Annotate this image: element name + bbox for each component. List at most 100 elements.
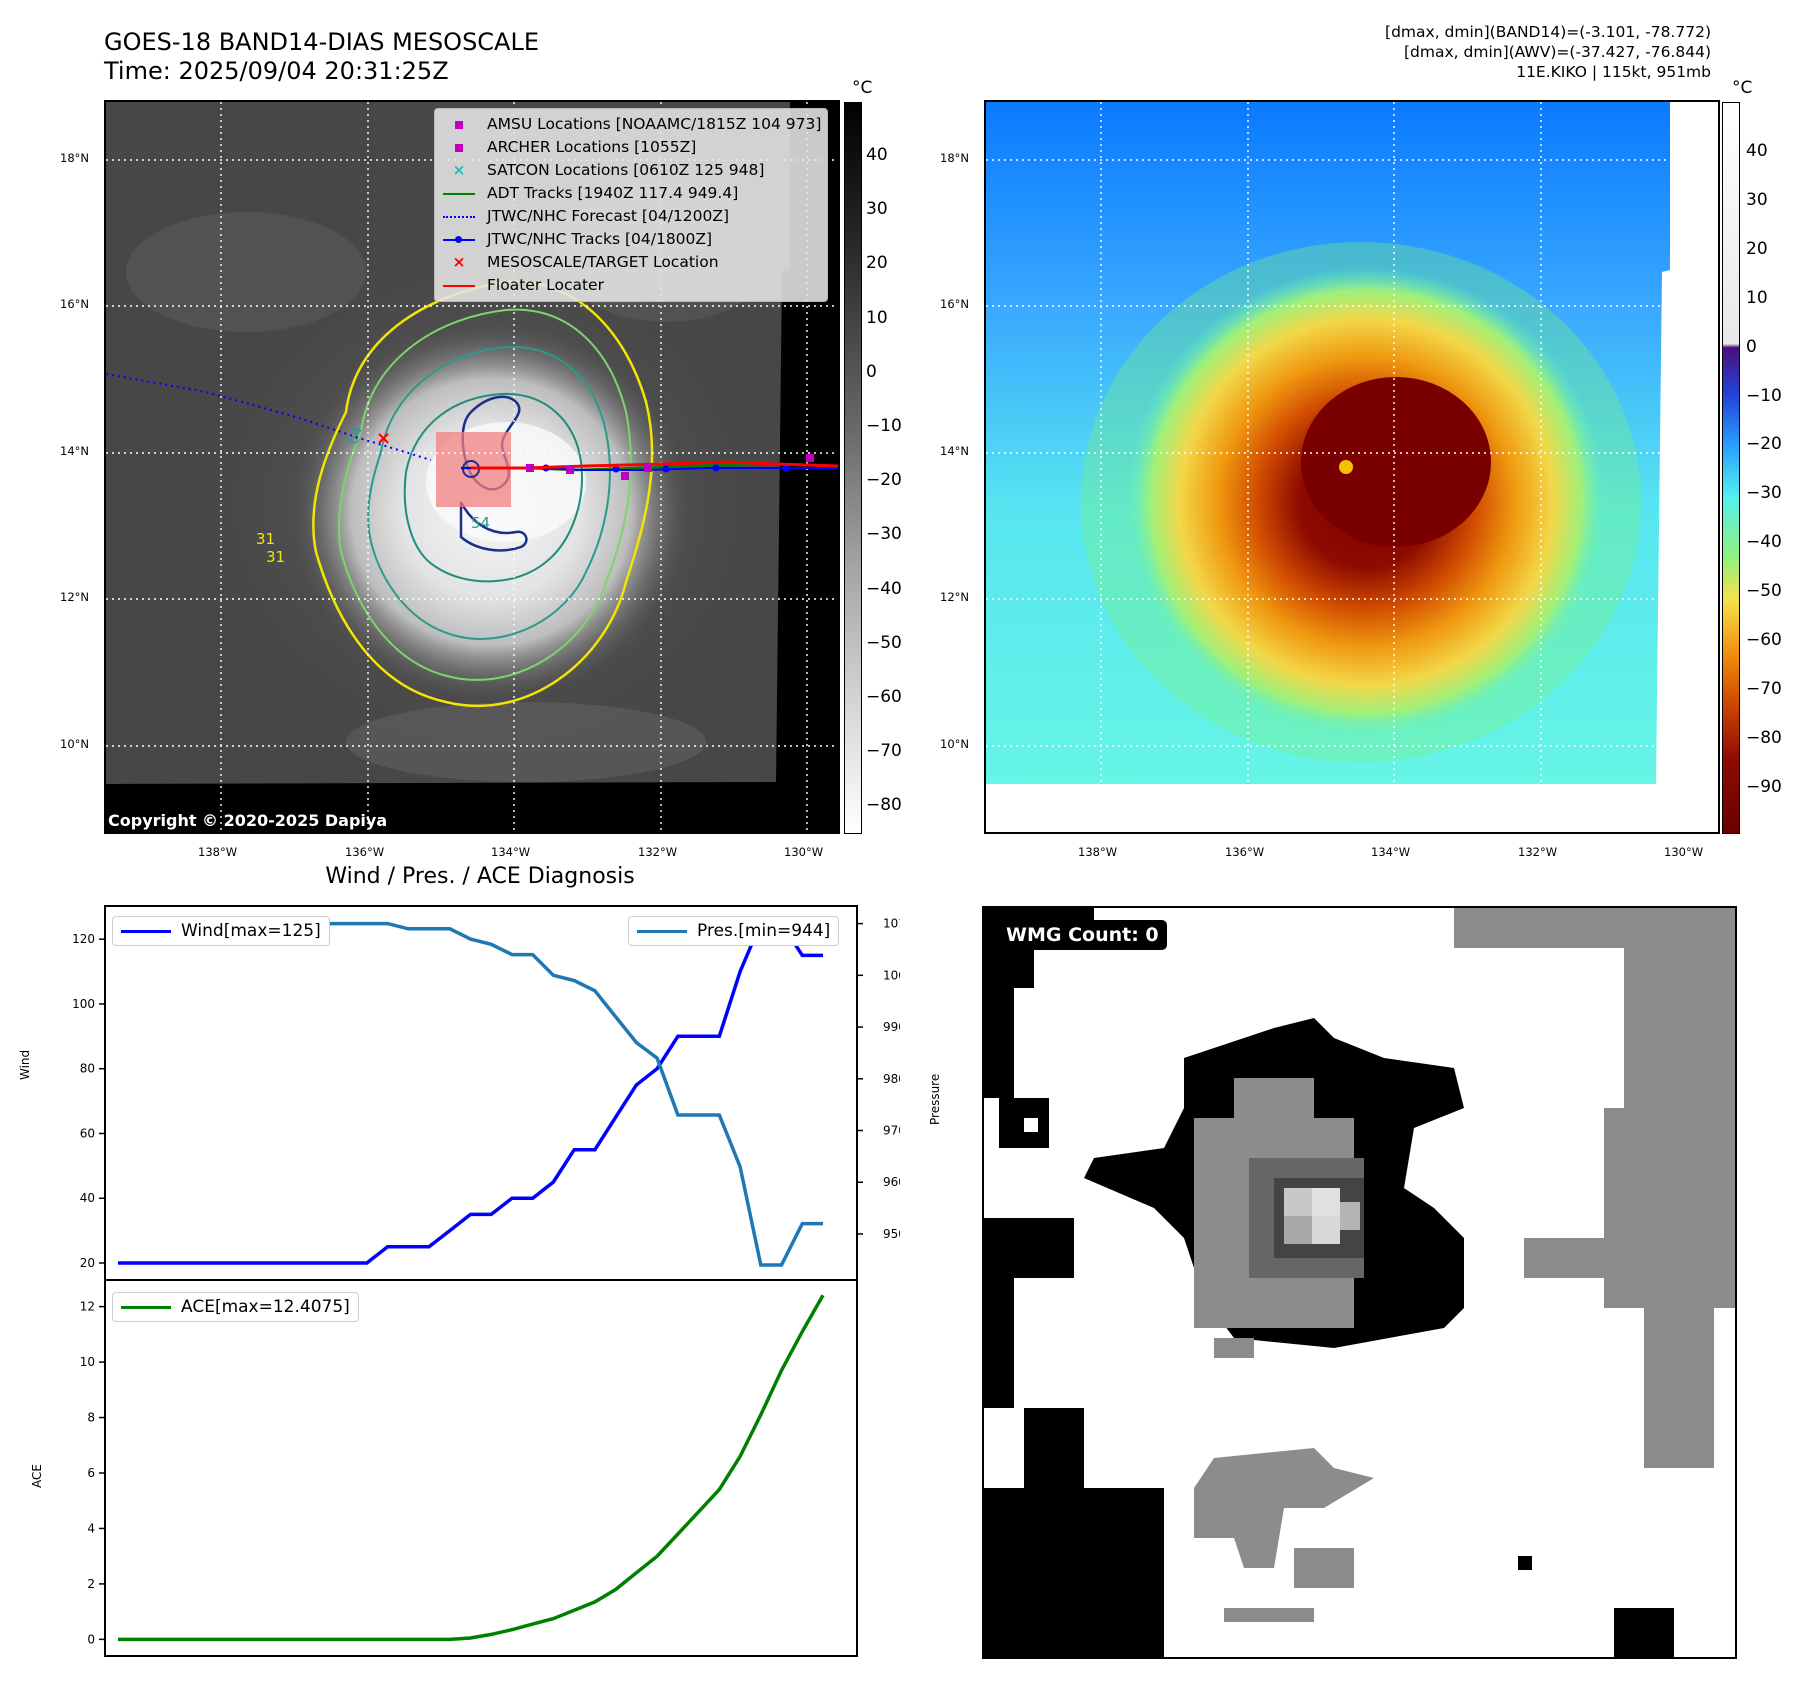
legend-adt: ADT Tracks [1940Z 117.4 949.4] [441, 182, 821, 205]
target-location-marker: × [376, 428, 391, 449]
tick-label: 60 [80, 1126, 95, 1140]
colorbar-tick-label: −20 [1746, 434, 1782, 455]
contour-64 [403, 392, 583, 583]
cdo-core [1301, 377, 1491, 547]
legend-swatch [121, 1305, 171, 1309]
contour-label-31: 31 [256, 530, 275, 548]
diagnosis-title: Wind / Pres. / ACE Diagnosis [325, 864, 635, 889]
wind-series-line [118, 921, 823, 1265]
figure-title: GOES-18 BAND14-DIAS MESOSCALE [104, 28, 540, 56]
ace-series-line [118, 1294, 825, 1642]
storm-info: 11E.KIKO | 115kt, 951mb [1516, 63, 1711, 81]
pressure-legend-label: Pres.[min=944] [697, 921, 831, 941]
ir-map-panel: 64 54 31 31 × C [104, 100, 840, 834]
colorbar-tick-label: −70 [1746, 678, 1782, 699]
colorbar-tick-label: 20 [1746, 238, 1768, 259]
legend-label: AMSU Locations [NOAAMC/1815Z 104 973] [487, 115, 822, 133]
copyright-label: Copyright © 2020-2025 Dapiya [108, 811, 388, 830]
tick-label: 40 [80, 1191, 95, 1205]
ace-plot-frame [104, 1279, 858, 1657]
colorbar-tick-label: −40 [1746, 532, 1782, 553]
lat-label: 12°N [60, 590, 89, 604]
lon-label: 138°W [1078, 845, 1118, 859]
contour-green [338, 308, 632, 681]
colorbar-tick-label: −60 [866, 687, 902, 707]
colorbar-tick-label: −10 [866, 416, 902, 436]
legend-swatch [637, 929, 687, 933]
color-colorbar-unit: °C [1732, 78, 1753, 98]
tick-label: 0 [87, 1632, 95, 1646]
wind-plot-frame [104, 905, 858, 1281]
color-colorbar [1722, 102, 1740, 834]
wind-legend-label: Wind[max=125] [181, 921, 321, 941]
tick-label: 960 [883, 1175, 900, 1189]
legend-label: SATCON Locations [0610Z 125 948] [487, 161, 765, 179]
band14-range: [dmax, dmin](BAND14)=(-3.101, -78.772) [1385, 23, 1711, 41]
contour-label-64: 64 [343, 423, 366, 447]
legend-swatch [121, 929, 171, 933]
lat-label: 10°N [60, 737, 89, 751]
lat-label: 16°N [940, 297, 969, 311]
colorbar-tick-label: −50 [1746, 581, 1782, 602]
contour-label-31b: 31 [266, 548, 285, 566]
line-icon [441, 186, 477, 202]
gray-colorbar [844, 102, 862, 834]
legend-floater: Floater Locater [441, 274, 821, 297]
contour-label-54: 54 [471, 514, 490, 532]
tick-label: 6 [87, 1466, 95, 1480]
color-map-gridlines [986, 102, 1718, 832]
pressure-axis-label: Pressure [928, 1073, 942, 1125]
lon-label: 138°W [198, 845, 238, 859]
cloud-band [126, 212, 366, 332]
tick-label: 4 [87, 1521, 95, 1535]
tick-label: 980 [883, 1072, 900, 1086]
tick-label: 20 [80, 1256, 95, 1270]
legend-archer: ARCHER Locations [1055Z] [441, 136, 821, 159]
tick-label: 12 [80, 1300, 95, 1314]
tick-label: 2 [87, 1577, 95, 1591]
wmg-black-spot [1518, 1556, 1532, 1570]
wmg-panel: WMG Count: 0 [982, 906, 1737, 1659]
legend-jtwc-tracks: JTWC/NHC Tracks [04/1800Z] [441, 228, 821, 251]
contour-core [459, 501, 528, 552]
stats-info: [dmax, dmin](BAND14)=(-3.101, -78.772) [… [1385, 22, 1711, 82]
wmg-eye-pixels [1284, 1188, 1360, 1244]
wmg-white-spots [1024, 1118, 1038, 1132]
colorbar-tick-label: −70 [866, 741, 902, 762]
color-ir-panel [984, 100, 1720, 834]
colorbar-tick-label: −50 [866, 632, 902, 653]
lat-label: 18°N [940, 151, 969, 165]
gray-colorbar-unit: °C [852, 78, 873, 98]
colorbar-tick-label: 30 [1746, 189, 1768, 210]
lat-label: 18°N [60, 151, 89, 165]
eye-warm-spot [1339, 460, 1353, 474]
legend-mesoscale: × MESOSCALE/TARGET Location [441, 251, 821, 274]
legend-amsu: AMSU Locations [NOAAMC/1815Z 104 973] [441, 113, 821, 136]
ace-y-ticks: 12 10 8 6 4 2 0 [80, 1300, 105, 1646]
lon-label: 136°W [345, 845, 385, 859]
wmg-count-badge: WMG Count: 0 [998, 920, 1167, 950]
colorbar-tick-label: −20 [866, 470, 902, 491]
tick-label: 10 [80, 1355, 95, 1369]
tick-label: 970 [883, 1124, 900, 1138]
legend-label: ADT Tracks [1940Z 117.4 949.4] [487, 184, 739, 202]
legend-jtwc-forecast: JTWC/NHC Forecast [04/1200Z] [441, 205, 821, 228]
lat-label: 16°N [60, 297, 89, 311]
colorbar-tick-label: −40 [866, 578, 902, 599]
colorbar-tick-label: 40 [866, 145, 888, 165]
colorbar-tick-label: −80 [866, 795, 902, 816]
lon-label: 134°W [1371, 845, 1411, 859]
lon-label: 130°W [1664, 845, 1704, 859]
legend-label: JTWC/NHC Tracks [04/1800Z] [487, 230, 713, 248]
colorbar-tick-label: 40 [1746, 141, 1768, 161]
colorbar-tick-label: 30 [866, 199, 888, 220]
legend-label: Floater Locater [487, 276, 604, 294]
map-legend: AMSU Locations [NOAAMC/1815Z 104 973] AR… [434, 108, 829, 302]
lon-label: 134°W [491, 845, 531, 859]
colorbar-tick-label: 0 [1746, 336, 1757, 357]
square-marker-icon [441, 140, 477, 156]
colorbar-tick-label: −60 [1746, 630, 1782, 650]
colorbar-tick-label: −80 [1746, 727, 1782, 748]
